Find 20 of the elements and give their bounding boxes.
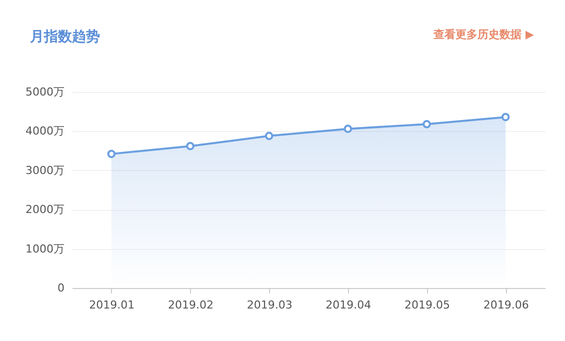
x-tick-label: 2019.04 bbox=[326, 298, 372, 312]
y-tick-label: 3000万 bbox=[26, 164, 64, 177]
x-tick-label: 2019.05 bbox=[404, 298, 450, 312]
point bbox=[186, 142, 194, 150]
y-tick-label: 5000万 bbox=[26, 86, 64, 98]
x-tick-label: 2019.03 bbox=[246, 298, 292, 312]
point bbox=[501, 112, 510, 122]
point bbox=[344, 124, 352, 134]
text: 查看更多历史数据 ▶ bbox=[432, 28, 535, 41]
y-tick-label: 2000万 bbox=[26, 203, 64, 216]
point bbox=[107, 150, 116, 158]
y-tick-label: 0 bbox=[58, 282, 64, 294]
point bbox=[422, 120, 431, 128]
y-tick-label: 1000万 bbox=[26, 242, 64, 256]
x-tick-label: 2019.06 bbox=[483, 298, 529, 312]
chart-title: 月指数趋势 bbox=[29, 29, 100, 45]
x-tick-label: 2019.01 bbox=[89, 298, 135, 312]
point bbox=[264, 132, 274, 140]
y-tick-label: 4000万 bbox=[26, 124, 64, 138]
x-tick-label: 2019.02 bbox=[168, 298, 214, 312]
